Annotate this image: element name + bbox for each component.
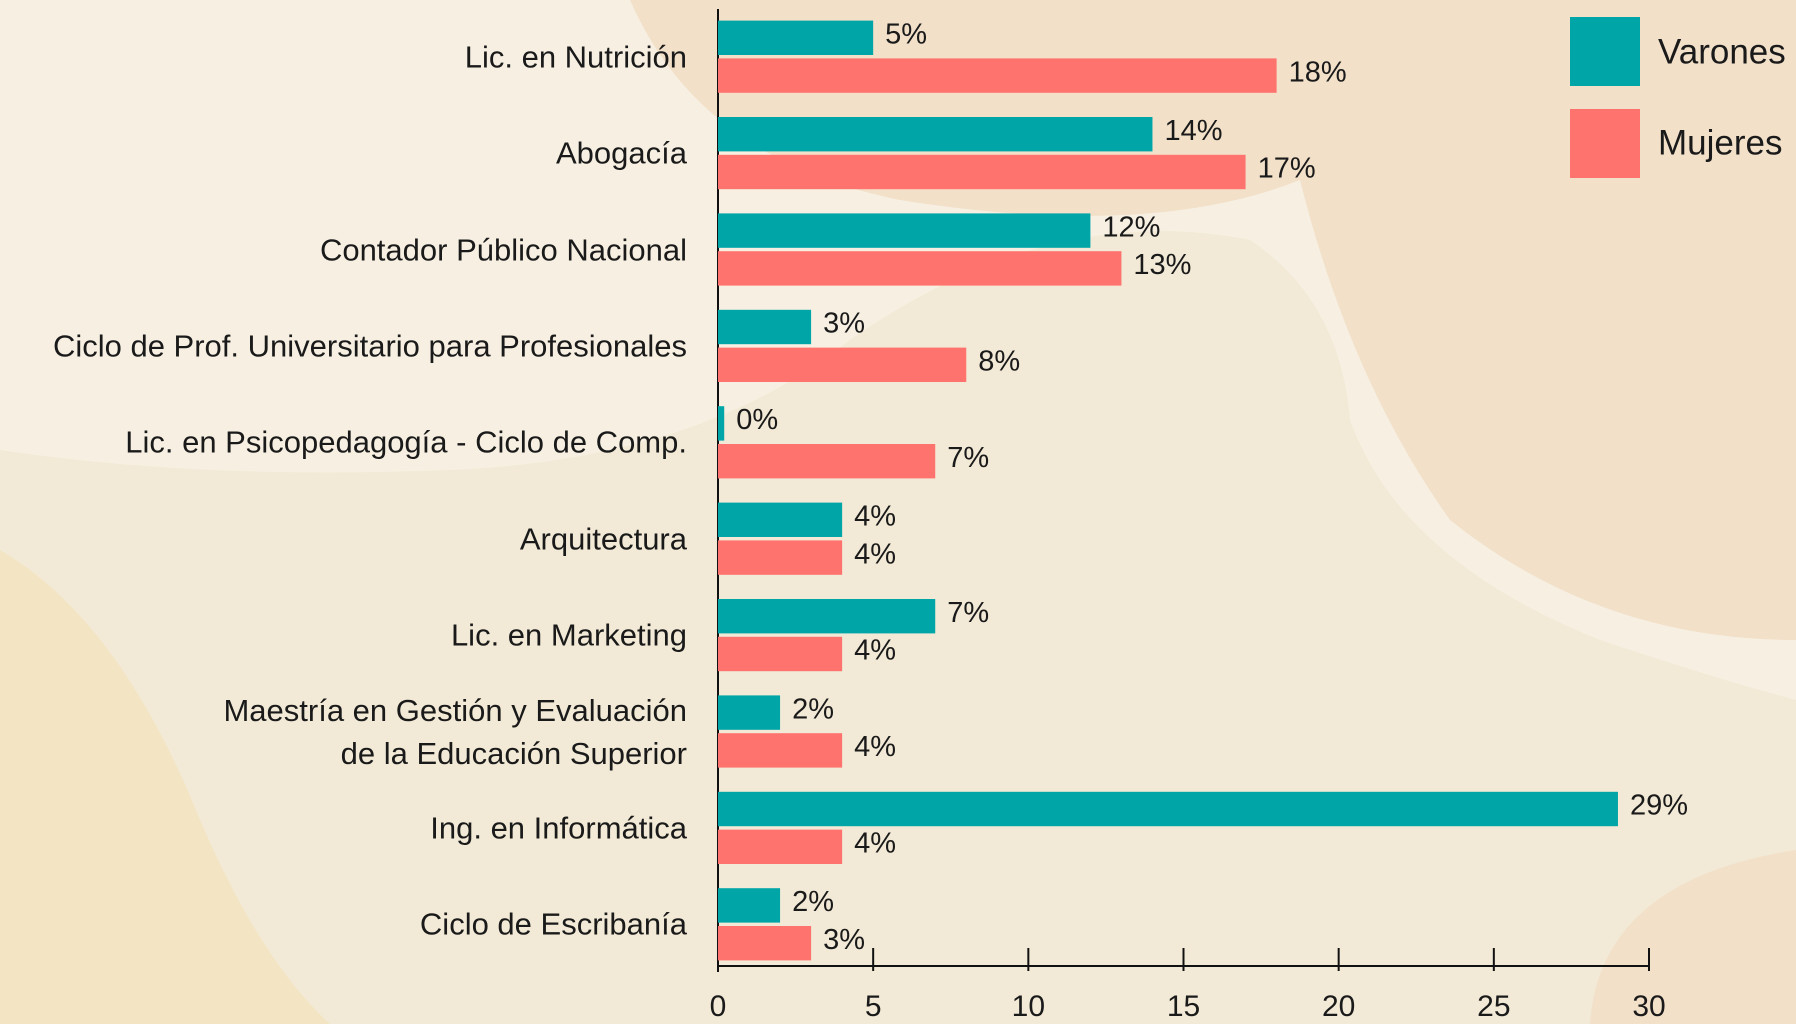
category-label: Contador Público Nacional <box>319 232 687 267</box>
category-label: Arquitectura <box>519 521 687 557</box>
x-tick-label: 15 <box>1167 990 1200 1023</box>
value-label: 0% <box>736 404 778 436</box>
x-tick-label: 30 <box>1632 990 1665 1023</box>
bar <box>718 213 1091 248</box>
category-label: Maestría en Gestión y Evaluación de la E… <box>223 692 687 771</box>
bar <box>718 251 1122 286</box>
bar <box>718 117 1153 152</box>
bar <box>718 309 812 345</box>
value-label: 3% <box>823 308 865 340</box>
value-label: 4% <box>854 538 896 570</box>
legend-swatch <box>1570 109 1640 178</box>
bar <box>718 733 843 768</box>
value-label: 3% <box>823 924 865 956</box>
value-label: 29% <box>1630 790 1688 822</box>
bar <box>718 58 1277 93</box>
value-label: 2% <box>792 886 834 918</box>
category-label: Lic. en Nutrición <box>464 39 687 75</box>
bar <box>718 20 874 56</box>
bar <box>718 888 781 923</box>
category-label: Ciclo de Escribanía <box>419 906 687 942</box>
x-tick-label: 10 <box>1012 990 1045 1023</box>
bar <box>718 829 843 864</box>
category-label: Lic. en Psicopedagogía - Ciclo de Comp. <box>125 424 687 460</box>
category-label: Abogacía <box>556 135 687 171</box>
value-label: 17% <box>1258 153 1316 185</box>
bar <box>718 154 1246 190</box>
value-label: 7% <box>947 597 989 629</box>
x-tick-label: 25 <box>1477 990 1510 1023</box>
value-label: 8% <box>978 345 1020 377</box>
legend-label: Mujeres <box>1658 123 1782 162</box>
value-label: 4% <box>854 731 896 763</box>
bar <box>718 406 725 441</box>
value-label: 14% <box>1164 115 1222 147</box>
x-tick-label: 5 <box>865 990 882 1023</box>
bar <box>718 502 843 537</box>
value-label: 5% <box>885 18 927 50</box>
bar <box>718 599 936 634</box>
bar <box>718 695 781 730</box>
bar <box>718 444 936 479</box>
x-tick-label: 20 <box>1322 990 1355 1023</box>
x-tick-label: 0 <box>710 990 727 1023</box>
category-label: Lic. en Marketing <box>450 617 687 653</box>
bar <box>718 540 843 575</box>
value-label: 18% <box>1289 56 1347 88</box>
bar <box>718 347 967 382</box>
value-label: 4% <box>854 827 896 859</box>
value-label: 12% <box>1102 211 1160 243</box>
value-label: 7% <box>947 442 989 474</box>
category-label: Ing. en Informática <box>430 810 687 846</box>
value-label: 2% <box>792 693 834 725</box>
bar <box>718 636 843 672</box>
bar <box>718 926 812 961</box>
legend-label: Varones <box>1658 32 1786 71</box>
category-label: Ciclo de Prof. Universitario para Profes… <box>52 328 687 364</box>
value-label: 4% <box>854 635 896 667</box>
legend-swatch <box>1570 17 1640 86</box>
value-label: 4% <box>854 500 896 532</box>
value-label: 13% <box>1133 249 1191 281</box>
bar <box>718 791 1618 827</box>
